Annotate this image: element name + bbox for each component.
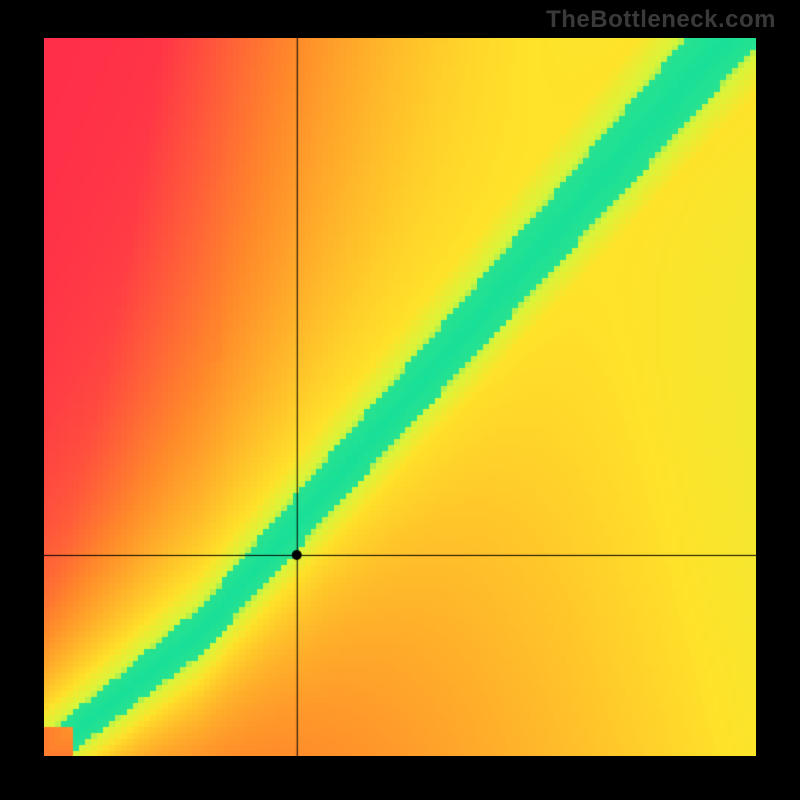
heatmap-canvas [44,38,756,756]
heatmap-plot [44,38,756,756]
watermark-text: TheBottleneck.com [546,6,776,34]
chart-container: TheBottleneck.com [0,0,800,800]
